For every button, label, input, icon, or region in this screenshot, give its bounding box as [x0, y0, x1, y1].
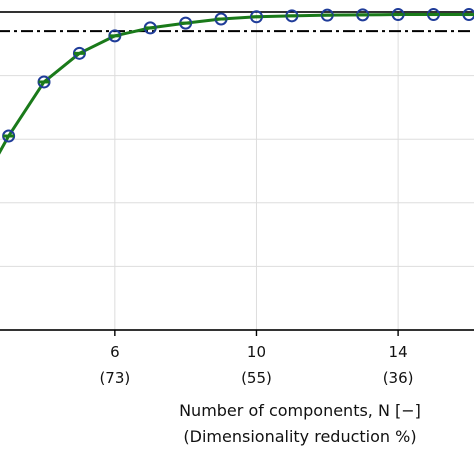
- x-tick-label: 6: [110, 343, 120, 361]
- x-tick-label: 10: [247, 343, 266, 361]
- x-axis-label: Number of components, N [−]: [179, 401, 421, 420]
- grid-lines: [0, 12, 474, 330]
- x-tick-sublabel: (55): [241, 369, 272, 387]
- x-axis-secondary-label: (Dimensionality reduction %): [183, 427, 416, 446]
- x-tick-sublabel: (36): [383, 369, 414, 387]
- x-tick-label: 14: [389, 343, 408, 361]
- x-tick-sublabel: (73): [99, 369, 130, 387]
- plot-area-frame: [0, 11, 474, 331]
- series-markers: [2, 8, 474, 143]
- x-axis-ticks: 6 (73) 10 (55) 14 (36): [99, 330, 414, 387]
